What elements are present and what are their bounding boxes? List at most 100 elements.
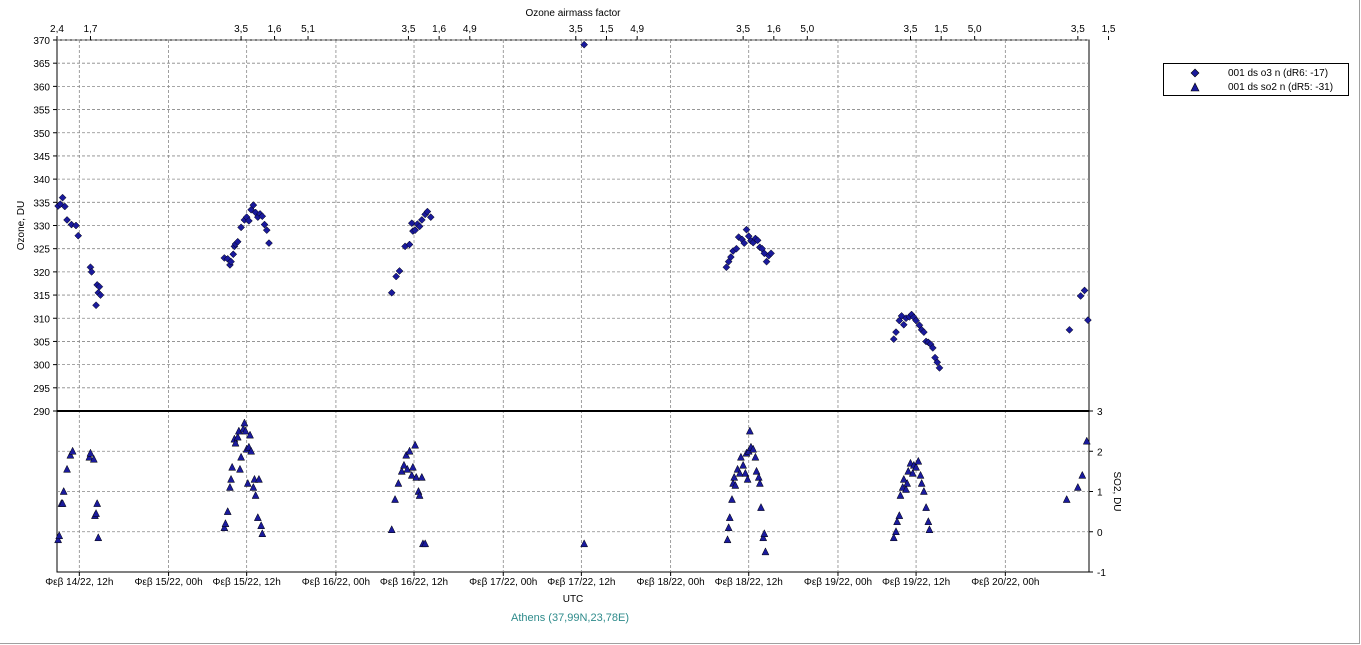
- so2-axis-title: SO2, DU: [1111, 471, 1122, 511]
- top-tick-label: 3,5: [401, 24, 415, 35]
- ozone-point: [265, 239, 273, 247]
- so2-point: [919, 486, 928, 495]
- so2-point: [233, 432, 242, 441]
- top-tick-label: 4,9: [463, 24, 477, 35]
- so2-point: [723, 535, 732, 544]
- x-tick-label: Φεβ 15/22, 12h: [213, 577, 281, 588]
- ozone-point: [889, 335, 898, 343]
- so2-point: [908, 468, 917, 477]
- so2-point: [246, 430, 254, 439]
- so2-tick-label: -1: [1097, 568, 1106, 579]
- so2-point: [757, 503, 765, 511]
- ozone-tick-label: 365: [33, 59, 50, 70]
- ozone-point: [912, 316, 920, 325]
- so2-point: [739, 460, 748, 469]
- ozone-tick-label: 350: [33, 129, 50, 140]
- top-tick-label: 3,5: [234, 24, 248, 35]
- so2-point: [755, 478, 764, 487]
- ozone-point: [753, 236, 762, 245]
- so2-point: [912, 462, 920, 471]
- ozone-point: [411, 226, 419, 234]
- ozone-point: [920, 328, 928, 337]
- so2-tick-label: 1: [1097, 488, 1103, 499]
- ozone-point: [87, 268, 96, 276]
- top-tick-label: 1,5: [600, 24, 614, 35]
- ozone-point: [1080, 286, 1089, 295]
- so2-point: [55, 531, 64, 540]
- top-tick-label: 5,1: [301, 24, 315, 35]
- so2-point: [724, 523, 733, 531]
- so2-tick-label: 3: [1097, 407, 1103, 418]
- top-tick-label: 5,0: [968, 24, 982, 35]
- so2-point: [391, 494, 399, 503]
- ozone-point: [262, 226, 271, 234]
- so2-point: [1073, 482, 1082, 491]
- so2-point: [903, 478, 912, 487]
- so2-point: [896, 490, 905, 499]
- ozone-point: [233, 237, 242, 246]
- so2-point: [914, 456, 923, 465]
- x-tick-label: Φεβ 20/22, 00h: [971, 577, 1039, 588]
- so2-point: [237, 452, 245, 461]
- ozone-point: [392, 272, 401, 281]
- so2-point: [94, 533, 103, 542]
- so2-point: [741, 468, 750, 477]
- ozone-tick-label: 310: [33, 314, 50, 325]
- so2-point: [411, 440, 420, 449]
- so2-point: [895, 511, 904, 519]
- so2-point: [889, 533, 898, 542]
- top-tick-label: 1,6: [767, 24, 781, 35]
- top-tick-label: 4,9: [630, 24, 644, 35]
- x-tick-label: Φεβ 17/22, 12h: [547, 577, 615, 588]
- ozone-point: [227, 257, 235, 266]
- so2-point: [258, 529, 267, 538]
- so2-point: [421, 539, 430, 548]
- legend-label-o3: 001 ds o3 n (dR6: -17): [1228, 68, 1329, 79]
- so2-point: [243, 478, 252, 487]
- so2-point: [85, 452, 94, 461]
- so2-point: [400, 460, 408, 469]
- top-tick-label: 1,7: [84, 24, 98, 35]
- so2-point: [402, 450, 411, 459]
- ozone-point: [933, 358, 942, 367]
- so2-point: [221, 519, 230, 527]
- ozone-point: [1076, 292, 1085, 300]
- ozone-point: [1084, 316, 1092, 324]
- so2-point: [397, 466, 406, 475]
- ozone-point: [395, 267, 404, 275]
- so2-point: [899, 474, 908, 483]
- so2-point: [228, 462, 237, 471]
- so2-point: [405, 446, 414, 455]
- so2-point: [1082, 436, 1091, 445]
- top-tick-label: 3,5: [904, 24, 918, 35]
- so2-point: [924, 517, 933, 525]
- ozone-point: [892, 328, 900, 337]
- ozone-point: [899, 320, 908, 329]
- ozone-point: [58, 193, 67, 202]
- so2-point: [59, 486, 68, 495]
- so2-point: [725, 513, 734, 521]
- ozone-point: [767, 249, 775, 258]
- top-tick-label: 1,5: [1102, 24, 1116, 35]
- ozone-tick-label: 305: [33, 337, 50, 348]
- so2-point: [253, 513, 262, 521]
- so2-point: [231, 438, 240, 447]
- ozone-point: [249, 201, 258, 209]
- ozone-point: [245, 217, 253, 225]
- ozone-point: [417, 216, 426, 224]
- so2-point: [89, 454, 98, 463]
- so2-point: [240, 418, 249, 427]
- so2-point: [754, 472, 763, 481]
- ozone-tick-label: 330: [33, 222, 50, 233]
- so2-point: [761, 547, 770, 556]
- ozone-tick-label: 340: [33, 175, 50, 186]
- ozone-tick-label: 315: [33, 291, 50, 302]
- ozone-point: [74, 231, 83, 240]
- ozone-point: [742, 225, 751, 234]
- ozone-point: [92, 301, 100, 310]
- x-tick-label: Φεβ 19/22, 00h: [804, 577, 872, 588]
- so2-point: [63, 464, 71, 473]
- so2-point: [1062, 494, 1071, 503]
- ozone-point: [72, 221, 80, 230]
